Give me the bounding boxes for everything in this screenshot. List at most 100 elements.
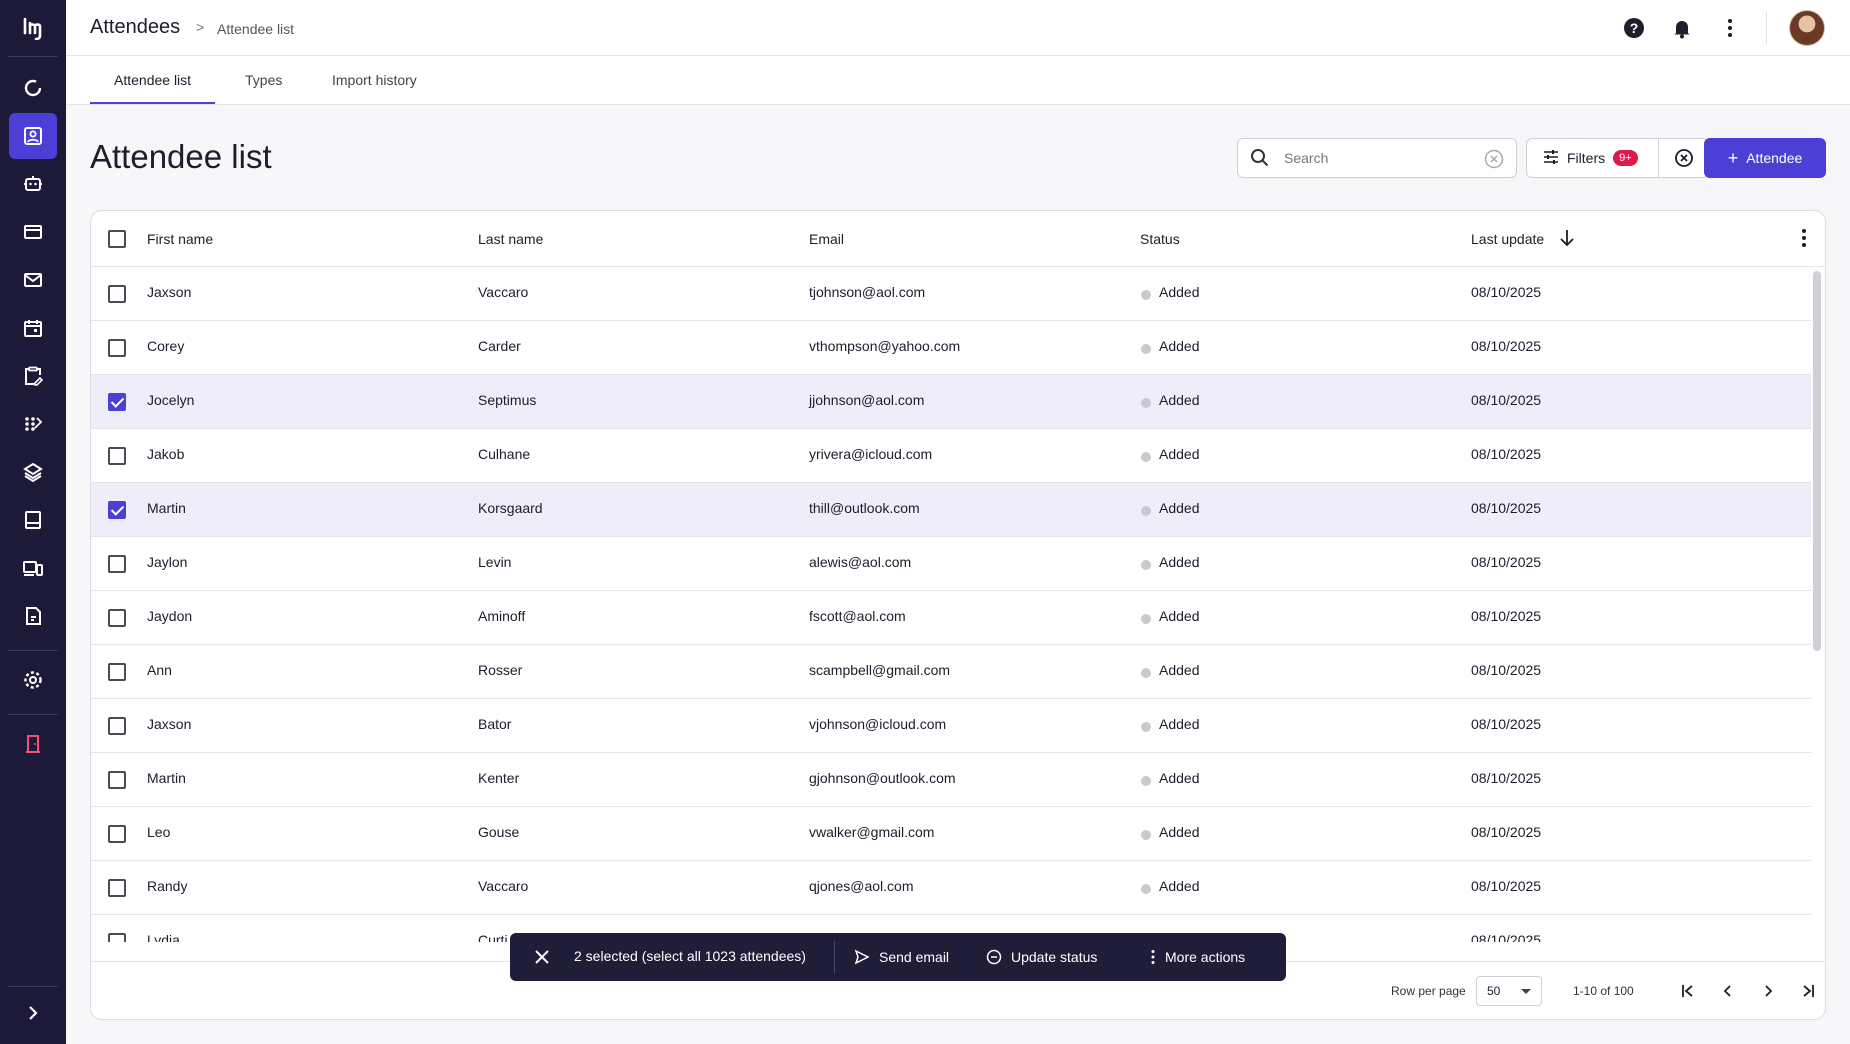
row-checkbox[interactable]	[108, 879, 126, 897]
cell-last-update: 08/10/2025	[1471, 500, 1542, 516]
attendees-icon[interactable]	[9, 113, 57, 159]
rail-divider	[8, 986, 58, 987]
column-last-update[interactable]: Last update	[1471, 231, 1545, 247]
page-heading[interactable]: Attendees	[90, 16, 181, 38]
row-checkbox[interactable]	[108, 771, 126, 789]
cell-email: tjohnson@aol.com	[809, 284, 926, 300]
tab-attendee-list[interactable]: Attendee list	[90, 56, 216, 104]
user-avatar[interactable]	[1789, 10, 1825, 46]
cell-last-update: 08/10/2025	[1471, 878, 1542, 894]
update-status-button[interactable]: Update status	[986, 933, 1097, 981]
rows-per-page-value: 50	[1487, 984, 1501, 998]
first-page-icon[interactable]	[1675, 978, 1701, 1004]
table-row[interactable]: Ann Rosser scampbell@gmail.com Added 08/10/2…	[91, 645, 1811, 699]
document-icon[interactable]	[9, 497, 57, 543]
rows-per-page-label: Row per page	[1391, 984, 1466, 998]
more-options-icon[interactable]	[1716, 14, 1744, 42]
table-row[interactable]: Jocelyn Septimus jjohnson@aol.com Added 08/1…	[91, 375, 1811, 429]
plus-icon: +	[1727, 148, 1739, 168]
sliders-icon	[1543, 149, 1559, 167]
cell-first-name: Jaxson	[147, 284, 192, 300]
clear-search-icon[interactable]	[1484, 149, 1504, 174]
column-options-icon[interactable]	[1801, 228, 1807, 253]
settings-icon[interactable]	[9, 657, 57, 703]
ticket-icon[interactable]	[9, 209, 57, 255]
search-box[interactable]	[1237, 138, 1517, 178]
cell-last-update: 08/10/2025	[1471, 392, 1542, 408]
search-input[interactable]	[1284, 147, 1464, 169]
send-email-label: Send email	[879, 949, 950, 965]
cell-status: Added	[1159, 824, 1200, 840]
add-attendee-button[interactable]: + Attendee	[1704, 138, 1826, 178]
logo-icon[interactable]	[0, 0, 66, 56]
sort-descending-icon[interactable]	[1559, 228, 1575, 251]
expand-icon[interactable]	[9, 990, 57, 1036]
cell-first-name: Jaydon	[147, 608, 193, 624]
row-checkbox[interactable]	[108, 717, 126, 735]
devices-icon[interactable]	[9, 545, 57, 591]
robot-icon[interactable]	[9, 161, 57, 207]
table-row[interactable]: Leo Gouse vwalker@gmail.com Added 08/10/2025	[91, 807, 1811, 861]
breadcrumb-current: Attendee list	[217, 21, 295, 37]
column-last-name[interactable]: Last name	[478, 231, 544, 247]
notification-bell-icon[interactable]	[1668, 14, 1696, 42]
column-status[interactable]: Status	[1140, 231, 1180, 247]
table-row[interactable]: Jaxson Vaccaro tjohnson@aol.com Added 08/10/…	[91, 267, 1811, 321]
cell-last-name: Bator	[478, 716, 512, 732]
dashboard-icon[interactable]	[9, 65, 57, 111]
selection-count[interactable]: 2 selected (select all 1023 attendees)	[574, 948, 806, 964]
row-checkbox[interactable]	[108, 339, 126, 357]
table-row[interactable]: Martin Korsgaard thill@outlook.com Added 08/…	[91, 483, 1811, 537]
more-actions-button[interactable]: More actions	[1150, 933, 1245, 981]
table-row[interactable]: Corey Carder vthompson@yahoo.com Added 08/10…	[91, 321, 1811, 375]
row-checkbox[interactable]	[108, 447, 126, 465]
status-icon	[986, 949, 1002, 965]
layers-icon[interactable]	[9, 449, 57, 495]
tab-types[interactable]: Types	[245, 72, 283, 88]
table-row[interactable]: Jakob Culhane yrivera@icloud.com Added 08/10…	[91, 429, 1811, 483]
help-icon[interactable]: ?	[1620, 14, 1648, 42]
clipboard-icon[interactable]	[9, 353, 57, 399]
row-checkbox[interactable]	[108, 285, 126, 303]
rows-per-page-select[interactable]: 50	[1476, 976, 1542, 1006]
cell-email: yrivera@icloud.com	[809, 446, 933, 462]
select-all-checkbox[interactable]	[108, 230, 126, 248]
table-row[interactable]: Randy Vaccaro qjones@aol.com Added 08/10/202…	[91, 861, 1811, 915]
status-dot-icon	[1141, 506, 1151, 516]
filters-button[interactable]: Filters 9+	[1527, 139, 1658, 177]
report-icon[interactable]	[9, 593, 57, 639]
calendar-icon[interactable]	[9, 305, 57, 351]
table-row[interactable]: Jaylon Levin alewis@aol.com Added 08/10/2025	[91, 537, 1811, 591]
door-icon[interactable]	[9, 721, 57, 767]
filters-group: Filters 9+	[1526, 138, 1709, 178]
attendee-table: First name Last name Email Status Last u…	[90, 210, 1826, 1020]
grid-dots-icon[interactable]	[9, 401, 57, 447]
table-body: Jaxson Vaccaro tjohnson@aol.com Added 08/10/…	[91, 267, 1811, 942]
status-dot-icon	[1141, 668, 1151, 678]
row-checkbox[interactable]	[108, 609, 126, 627]
cell-status: Added	[1159, 662, 1200, 678]
close-icon[interactable]	[530, 945, 554, 969]
row-checkbox[interactable]	[108, 501, 126, 519]
table-row[interactable]: Jaxson Bator vjohnson@icloud.com Added 08/10…	[91, 699, 1811, 753]
table-row[interactable]: Martin Kenter gjohnson@outlook.com Added 08/…	[91, 753, 1811, 807]
row-checkbox[interactable]	[108, 933, 126, 942]
tab-import-history[interactable]: Import history	[332, 72, 417, 88]
row-checkbox[interactable]	[108, 663, 126, 681]
header-divider	[1766, 12, 1767, 44]
previous-page-icon[interactable]	[1715, 978, 1741, 1004]
row-checkbox[interactable]	[108, 555, 126, 573]
row-checkbox[interactable]	[108, 393, 126, 411]
send-email-button[interactable]: Send email	[854, 933, 949, 981]
mail-icon[interactable]	[9, 257, 57, 303]
clear-filters-icon[interactable]	[1659, 139, 1709, 177]
last-page-icon[interactable]	[1795, 978, 1821, 1004]
rail-divider	[8, 650, 58, 651]
add-attendee-label: Attendee	[1746, 150, 1803, 166]
column-first-name[interactable]: First name	[147, 231, 214, 247]
next-page-icon[interactable]	[1755, 978, 1781, 1004]
row-checkbox[interactable]	[108, 825, 126, 843]
table-scrollbar[interactable]	[1813, 271, 1821, 651]
table-row[interactable]: Jaydon Aminoff fscott@aol.com Added 08/10/20…	[91, 591, 1811, 645]
column-email[interactable]: Email	[809, 231, 845, 247]
